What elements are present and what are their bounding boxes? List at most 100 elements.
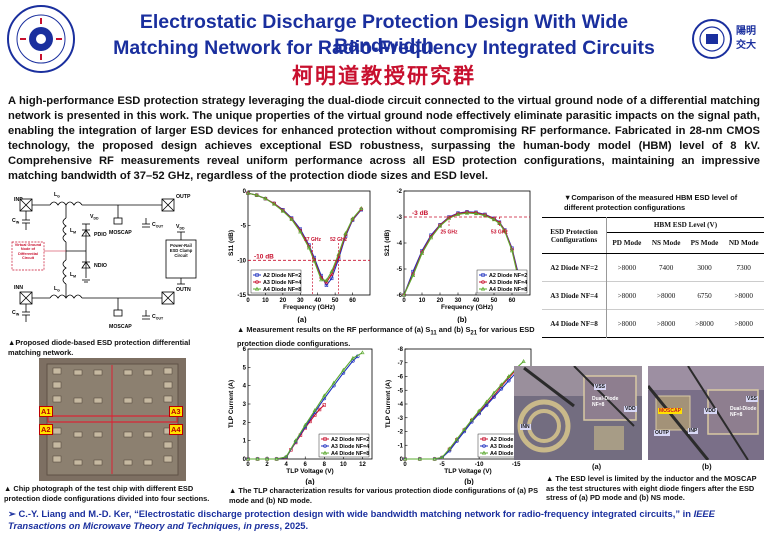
s21-chart: 0 10 20 30 40 50 60 -2 -3 -4 -5 -6 Frequency (GHz) S2… [384, 189, 531, 323]
svg-text:VDD: VDD [176, 224, 185, 231]
data-point [329, 269, 334, 273]
y-tick-label: 0 [243, 189, 247, 195]
data-point [491, 217, 497, 222]
legend-marker [482, 444, 486, 448]
table-cell: >8000 [617, 263, 637, 272]
x-tick-label: 50 [332, 298, 339, 304]
legend-marker [481, 273, 485, 277]
table-caption: ▼Comparison of the measured HBM ESD leve… [564, 193, 738, 212]
data-point [477, 408, 482, 413]
failure-photo-ns-mode: VSS MOSCAP Dual-Diode NF=8 VDD OUTP INP [648, 366, 764, 460]
legend-label: A4 Diode NF=8 [489, 287, 527, 293]
svg-text:VDD: VDD [90, 214, 99, 221]
x-tick-label: 40 [314, 298, 321, 304]
table-cell: 7400 [658, 263, 674, 272]
data-point [447, 446, 452, 451]
band-edge-label: 52 GHz [330, 237, 347, 243]
y-tick-label: 1 [243, 439, 247, 445]
y-tick-label: 5 [243, 365, 247, 371]
data-point [322, 403, 327, 407]
x-tick-label: -15 [512, 462, 521, 468]
hbm-group-header: HBM ESD Level (V) [606, 217, 764, 233]
s21-panel-label: (b) [457, 315, 467, 323]
x-tick-label: 10 [340, 462, 347, 468]
data-point [263, 196, 268, 201]
table-cell: >8000 [656, 319, 676, 328]
x-tick-label: 4 [284, 462, 288, 468]
config-cell: A2 Diode NF=2 [542, 253, 607, 282]
y-tick-label: -1 [398, 443, 404, 449]
data-point [410, 273, 416, 277]
failure-photo-a-label: (a) [592, 462, 602, 471]
chip-section-a2: A2 [39, 424, 53, 435]
x-tick-label: 20 [437, 298, 444, 304]
x-tick-label: 6 [304, 462, 308, 468]
threshold-label: -3 dB [412, 210, 429, 217]
y-tick-label: -5 [397, 267, 403, 273]
data-point [419, 251, 425, 255]
data-point [317, 407, 322, 412]
data-point [509, 248, 515, 253]
data-point [402, 456, 408, 461]
data-point [473, 211, 479, 216]
y-tick-label: -2 [398, 430, 404, 436]
data-point [506, 374, 511, 378]
tlp-ps-panel-label: (a) [305, 477, 315, 485]
svg-text:CIN: CIN [12, 218, 20, 225]
y-axis-label: TLP Current (A) [385, 380, 392, 428]
esd-schematic: INP INN OUTP OUTN CIN CIN LG LG LM LM VD… [11, 192, 197, 330]
y-tick-label: -15 [237, 293, 246, 299]
x-tick-label: 40 [473, 298, 480, 304]
right-university-logo: 陽明 交大 [692, 19, 756, 59]
data-point [312, 258, 317, 263]
legend-marker [481, 450, 487, 455]
x-axis-label: TLP Voltage (V) [444, 468, 491, 475]
mode-header: NS Mode [651, 239, 681, 247]
y-tick-label: -2 [397, 189, 403, 195]
table-cell: 6750 [697, 291, 712, 300]
x-tick-label: 10 [262, 298, 269, 304]
svg-text:MOSCAP: MOSCAP [109, 324, 132, 330]
data-point [350, 216, 355, 221]
hbm-esd-table: ESD Protection Configurations HBM ESD Le… [542, 217, 764, 338]
tlp-caption: ▲ The TLP characterization results for v… [229, 486, 539, 505]
outp-label: OUTP [176, 194, 191, 200]
outn-label: OUTN [176, 287, 191, 293]
x-tick-label: 0 [403, 462, 407, 468]
y-tick-label: 4 [243, 384, 247, 390]
data-point [499, 382, 504, 387]
legend-marker [322, 450, 328, 455]
data-point [274, 456, 279, 461]
inn-label: INN [14, 285, 23, 291]
x-tick-label: 2 [265, 462, 269, 468]
data-point [432, 456, 437, 461]
chip-section-a3: A3 [169, 406, 183, 417]
data-point [492, 395, 496, 399]
x-tick-label: 60 [349, 298, 356, 304]
data-point [499, 387, 504, 391]
data-point [350, 355, 356, 360]
y-tick-label: 6 [243, 347, 247, 353]
data-point [322, 393, 327, 398]
table-cell: >8000 [734, 319, 753, 328]
poster-title-line-2: Matching Network for Radio-Frequency Int… [113, 37, 655, 59]
table-cell: 3000 [697, 263, 712, 272]
y-axis-label: S21 (dB) [384, 230, 391, 256]
svg-text:CIN: CIN [12, 310, 20, 317]
band-edge-label: 37 GHz [304, 237, 321, 243]
y-tick-label: -3 [397, 215, 403, 221]
data-point [312, 408, 317, 412]
lab-name: 柯明道教授研究群 [292, 63, 476, 88]
reference-citation: ➢ C.-Y. Liang and M.-D. Ker, “Electrosta… [8, 508, 715, 531]
data-point [254, 192, 259, 197]
failure-caption: ▲ The ESD level is limited by the induct… [546, 474, 757, 502]
y-tick-label: -10 [237, 258, 246, 264]
legend-marker [480, 286, 486, 291]
data-point [360, 350, 365, 355]
x-tick-label: 50 [491, 298, 498, 304]
x-tick-label: 0 [246, 298, 250, 304]
x-tick-label: 20 [280, 298, 287, 304]
y-tick-label: -3 [398, 416, 404, 422]
